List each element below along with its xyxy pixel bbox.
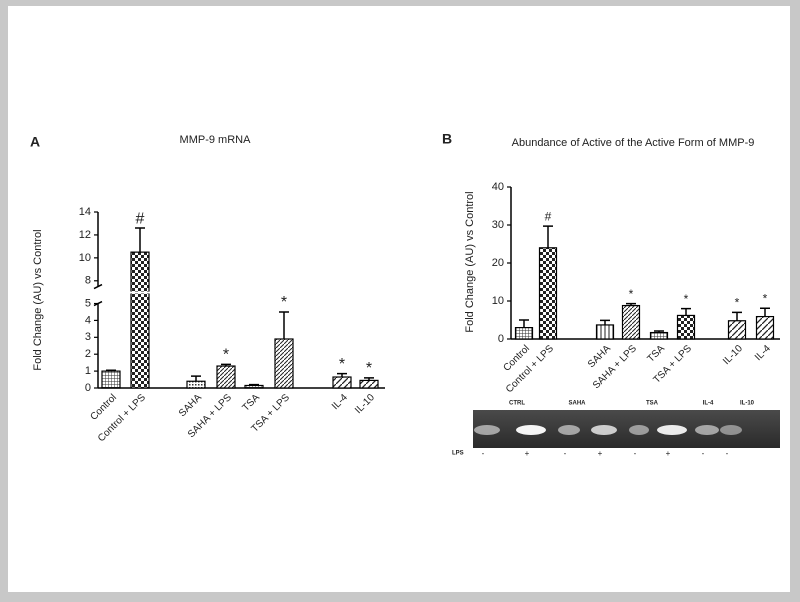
y-axis-label: Fold Change (AU) vs Control [32,229,44,370]
bar [101,370,121,389]
error-bar [760,307,770,317]
y-tick-label: 14 [79,206,91,218]
error-bar [337,372,347,378]
error-bar [732,311,742,321]
y-tick-label: 4 [85,314,91,326]
slide [8,6,790,592]
y-tick-label: 40 [492,181,504,193]
y-tick-label: 2 [85,348,91,360]
gel-band [695,425,719,435]
lps-sign: - [634,449,637,458]
significance-mark: * [684,292,689,306]
error-bar [249,383,259,386]
lps-sign: + [525,449,530,458]
y-tick-label: 8 [85,275,91,287]
significance-mark: # [545,209,552,223]
gel-lane-label: SAHA [568,401,586,407]
bar [755,315,775,340]
lps-label: LPS [452,451,464,457]
bar [621,304,641,340]
y-tick-label: 0 [498,333,504,345]
error-bar [626,302,636,306]
lps-sign: + [598,449,603,458]
bar [244,384,264,389]
gel-band [720,425,742,435]
lps-sign: - [482,449,485,458]
significance-mark: * [735,296,740,310]
gel-lane-label: TSA [646,401,659,407]
error-bar [106,369,116,372]
panel-label: B [442,131,452,147]
y-tick-label: 3 [85,331,91,343]
bar [538,247,558,340]
error-bar [681,307,691,316]
y-tick-label: 10 [79,252,91,264]
bar-break-gap [130,291,150,294]
bar [130,251,150,389]
error-bar [519,319,529,328]
y-tick-label: 12 [79,229,91,241]
lps-sign: - [564,449,567,458]
bar [676,314,696,340]
bar [332,376,352,389]
error-bar [279,311,289,340]
gel-band [474,425,500,435]
error-bar [191,375,201,382]
significance-mark: * [223,347,229,364]
gel-band [591,425,617,435]
lps-sign: - [702,449,705,458]
chart-title: Abundance of Active of the Active Form o… [512,137,755,149]
lps-sign: + [666,449,671,458]
gel-band [657,425,687,435]
y-axis-label: Fold Change (AU) vs Control [464,191,476,332]
gel-band [558,425,580,435]
error-bar [543,225,553,248]
significance-mark: * [763,291,768,305]
bar [727,320,747,340]
bar [186,380,206,389]
gel-band [516,425,546,435]
y-tick-label: 20 [492,257,504,269]
gel-lane-label: IL-4 [703,401,714,407]
bar [595,324,615,340]
y-tick-label: 1 [85,365,91,377]
gel-band [629,425,649,435]
chart-title: MMP-9 mRNA [180,134,252,146]
gel-lane-label: IL-10 [740,401,755,407]
error-bar [135,227,145,253]
error-bar [364,377,374,381]
error-bar [654,330,664,333]
significance-mark: * [281,294,287,311]
bar [649,331,669,340]
lps-sign: - [726,449,729,458]
bar [216,365,236,389]
bar [274,338,294,389]
y-tick-label: 10 [492,295,504,307]
bar [359,379,379,389]
significance-mark: # [136,210,145,227]
y-tick-label: 5 [85,297,91,309]
bar [514,327,534,340]
y-tick-label: 30 [492,219,504,231]
error-bar [221,363,231,367]
y-tick-label: 0 [85,382,91,394]
panel-label: A [30,134,40,150]
significance-mark: * [629,287,634,301]
error-bar [600,319,610,325]
gel-lane-label: CTRL [509,401,525,407]
significance-mark: * [366,360,372,377]
significance-mark: * [339,356,345,373]
